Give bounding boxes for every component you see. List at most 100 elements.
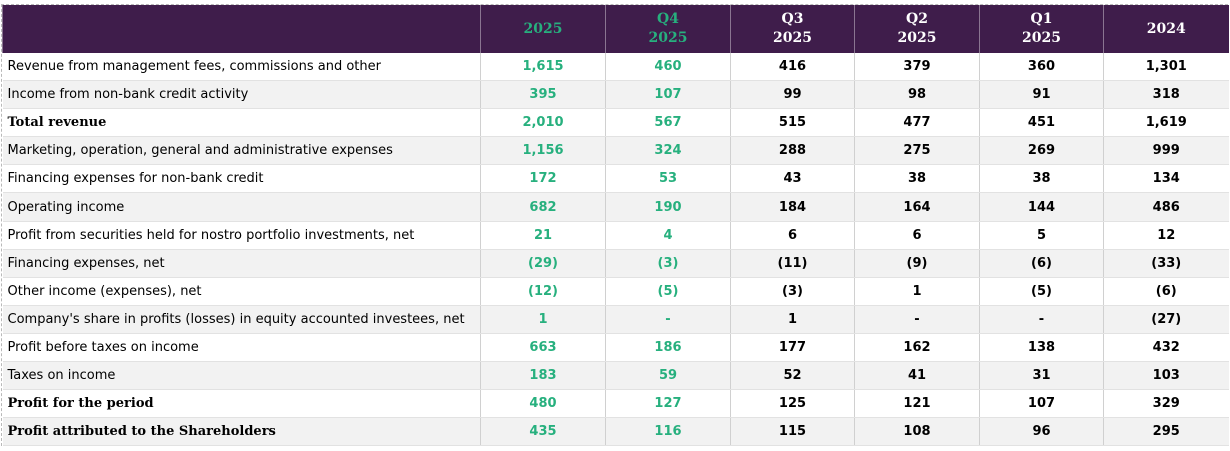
cell-value: 2,010	[480, 108, 606, 138]
table-row: Financing expenses, net (29) (3) (11) (9) (6)…	[2, 249, 1229, 278]
cell-value: 395	[480, 80, 606, 110]
cell-value: 4	[605, 221, 731, 250]
table-body: Revenue from management fees, commission…	[2, 53, 1229, 447]
row-label: Taxes on income	[2, 361, 481, 391]
column-header: 2024	[1103, 5, 1229, 53]
row-label: Profit from securities held for nostro p…	[2, 221, 481, 250]
cell-value: 116	[605, 417, 731, 447]
column-header: Q2 2025	[854, 5, 980, 53]
cell-value: 164	[854, 192, 980, 222]
cell-value: 360	[979, 53, 1104, 82]
cell-value: 38	[854, 164, 980, 194]
cell-value: 144	[979, 192, 1104, 222]
cell-value: 98	[854, 80, 980, 110]
cell-value: 91	[979, 80, 1104, 110]
cell-value: 125	[730, 389, 855, 419]
column-header: Q1 2025	[979, 5, 1104, 53]
cell-value: 999	[1103, 136, 1229, 166]
row-label: Operating income	[2, 192, 481, 222]
table-row: Operating income 682 190 184 164 144 486	[2, 192, 1229, 222]
cell-value: 451	[979, 108, 1104, 138]
cell-value: (33)	[1103, 249, 1229, 278]
cell-value: 43	[730, 164, 855, 194]
cell-value: 138	[979, 333, 1104, 363]
table-row: Income from non-bank credit activity 395 1…	[2, 80, 1229, 110]
cell-value: 107	[979, 389, 1104, 419]
cell-value: 96	[979, 417, 1104, 447]
header-blank	[2, 5, 481, 53]
table-row: Total revenue 2,010 567 515 477 451 1,619	[2, 108, 1229, 138]
cell-value: 486	[1103, 192, 1229, 222]
row-label: Profit attributed to the Shareholders	[2, 417, 481, 447]
cell-value: (29)	[480, 249, 606, 278]
cell-value: 127	[605, 389, 731, 419]
cell-value: 31	[979, 361, 1104, 391]
cell-value: 1,619	[1103, 108, 1229, 138]
cell-value: 12	[1103, 221, 1229, 250]
cell-value: 275	[854, 136, 980, 166]
cell-value: 186	[605, 333, 731, 363]
cell-value: (12)	[480, 277, 606, 306]
cell-value: (3)	[730, 277, 855, 306]
cell-value: 295	[1103, 417, 1229, 447]
table-row: Profit for the period 480 127 125 121 107 329	[2, 389, 1229, 419]
cell-value: 663	[480, 333, 606, 363]
cell-value: 41	[854, 361, 980, 391]
row-label: Profit for the period	[2, 389, 481, 419]
cell-value: 379	[854, 53, 980, 82]
table-row: Company's share in profits (losses) in e…	[2, 305, 1229, 334]
cell-value: 107	[605, 80, 731, 110]
table-row: Marketing, operation, general and admini…	[2, 136, 1229, 166]
cell-value: 115	[730, 417, 855, 447]
cell-value: 269	[979, 136, 1104, 166]
row-label: Marketing, operation, general and admini…	[2, 136, 481, 166]
cell-value: 432	[1103, 333, 1229, 363]
cell-value: 59	[605, 361, 731, 391]
cell-value: 53	[605, 164, 731, 194]
cell-value: (6)	[979, 249, 1104, 278]
cell-value: 6	[730, 221, 855, 250]
row-label: Other income (expenses), net	[2, 277, 481, 306]
financial-table: 2025 Q4 2025 Q3 2025 Q2 2025 Q1 2025 2024 Rev…	[2, 5, 1229, 447]
cell-value: 177	[730, 333, 855, 363]
cell-value: (5)	[605, 277, 731, 306]
row-label: Company's share in profits (losses) in e…	[2, 305, 481, 334]
cell-value: 682	[480, 192, 606, 222]
column-header: Q3 2025	[730, 5, 855, 53]
cell-value: 416	[730, 53, 855, 82]
table-row: Profit before taxes on income 663 186 177 16…	[2, 333, 1229, 363]
cell-value: 108	[854, 417, 980, 447]
cell-value: 318	[1103, 80, 1229, 110]
cell-value: 103	[1103, 361, 1229, 391]
cell-value: 134	[1103, 164, 1229, 194]
cell-value: 184	[730, 192, 855, 222]
cell-value: 172	[480, 164, 606, 194]
cell-value: 477	[854, 108, 980, 138]
row-label: Financing expenses for non-bank credit	[2, 164, 481, 194]
cell-value: 183	[480, 361, 606, 391]
cell-value: (5)	[979, 277, 1104, 306]
cell-value: (11)	[730, 249, 855, 278]
cell-value: -	[854, 305, 980, 334]
cell-value: 121	[854, 389, 980, 419]
cell-value: (9)	[854, 249, 980, 278]
cell-value: 1,301	[1103, 53, 1229, 82]
cell-value: 5	[979, 221, 1104, 250]
header-row: 2025 Q4 2025 Q3 2025 Q2 2025 Q1 2025 2024	[2, 5, 1229, 53]
table-row: Other income (expenses), net (12) (5) (3) 1(…	[2, 277, 1229, 306]
cell-value: 329	[1103, 389, 1229, 419]
table-row: Financing expenses for non-bank credit 17…	[2, 164, 1229, 194]
cell-value: 480	[480, 389, 606, 419]
cell-value: 38	[979, 164, 1104, 194]
cell-value: 99	[730, 80, 855, 110]
cell-value: 1	[730, 305, 855, 334]
cell-value: 567	[605, 108, 731, 138]
cell-value: 435	[480, 417, 606, 447]
row-label: Revenue from management fees, commission…	[2, 53, 481, 82]
cell-value: 1,156	[480, 136, 606, 166]
cell-value: 1,615	[480, 53, 606, 82]
table-row: Profit attributed to the Shareholders 435…	[2, 417, 1229, 447]
row-label: Profit before taxes on income	[2, 333, 481, 363]
cell-value: 52	[730, 361, 855, 391]
